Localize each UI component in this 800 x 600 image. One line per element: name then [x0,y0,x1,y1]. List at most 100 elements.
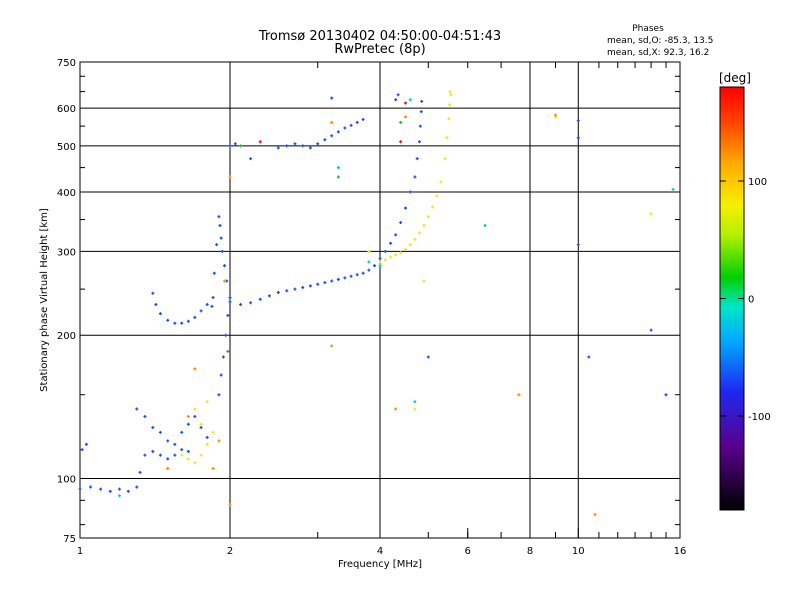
data-point [138,470,142,474]
y-tick-label: 400 [57,188,76,199]
data-point [378,256,382,260]
data-point [593,513,597,517]
data-point [355,120,359,124]
data-point [316,142,320,146]
data-point [180,453,184,457]
data-point [336,175,340,179]
y-tick-label: 100 [57,475,76,486]
data-point [193,414,197,418]
data-point [445,136,449,140]
data-point [408,190,412,194]
data-point [258,297,262,301]
data-point [220,249,224,253]
data-point [218,224,222,228]
data-point [308,284,312,288]
data-point [193,407,197,411]
data-point [126,489,130,493]
data-point [361,271,365,275]
chart-subtitle: RwPretec (8p) [334,42,425,57]
data-point [173,321,177,325]
data-point [186,449,190,453]
y-tick-label: 200 [57,331,76,342]
data-point [403,101,407,105]
data-point [285,289,289,293]
y-tick-label: 750 [57,58,76,69]
data-point [135,407,139,411]
data-point [205,442,209,446]
data-point [143,414,147,418]
data-point [413,175,417,179]
data-point [117,487,121,491]
data-point [399,140,403,144]
data-point [89,485,93,489]
data-point [228,144,232,148]
data-point [205,400,209,404]
data-point [158,430,162,434]
data-point [193,315,197,319]
x-tick-labels: 1 2 4 6 8 10 16 [77,546,687,557]
data-point [576,136,580,140]
data-point [336,277,340,281]
data-point [249,157,253,161]
data-point [349,274,353,278]
data-point [664,393,668,397]
data-point [413,407,417,411]
data-point [223,264,227,268]
data-point [649,328,653,332]
data-point [258,140,262,144]
data-point [419,110,423,114]
data-point [417,140,421,144]
data-point [117,494,121,498]
data-point [576,243,580,247]
data-point [228,503,232,507]
data-point [343,126,347,130]
y-tick-label: 75 [63,534,76,545]
y-axis-label: Stationary phase Virtual Height [km] [39,208,50,392]
data-point [215,243,219,247]
data-point [205,435,209,439]
data-point [408,98,412,102]
data-point [413,237,417,241]
x-tick-label: 16 [674,546,687,557]
data-point [186,457,190,461]
data-point [422,279,426,283]
data-point [394,253,398,257]
data-point [276,146,280,150]
data-point [355,273,359,277]
data-point [361,117,365,121]
data-point [199,425,203,429]
data-point [211,430,215,434]
chart-title: Tromsø 20130402 04:50:00-04:51:43 [258,29,501,44]
colorbar-tick-label: 0 [748,295,754,306]
data-point [249,301,253,305]
data-point [394,98,398,102]
colorbar-tick-label: -100 [748,412,771,423]
data-point [210,304,214,308]
data-point [403,206,407,210]
data-point [239,303,243,307]
y-tick-labels: 75 100 200 300 400 500 600 750 [57,58,76,545]
data-point [449,93,453,97]
data-point [108,489,112,493]
data-point [426,215,430,219]
data-point [226,314,230,318]
data-point [343,276,347,280]
data-point [180,430,184,434]
data-point [217,215,221,219]
x-tick-label: 6 [465,546,471,557]
data-point [212,271,216,275]
data-point [448,103,452,107]
data-point [180,448,184,452]
data-point [186,422,190,426]
data-point [233,142,237,146]
data-point [228,296,232,300]
data-point [435,194,439,198]
data-point [394,407,398,411]
data-point [276,290,280,294]
x-axis-label: Frequency [MHz] [338,559,422,570]
data-point [211,296,215,300]
x-tick-label: 1 [77,546,83,557]
data-point [217,439,221,443]
data-point [219,236,223,240]
x-tick-label: 2 [227,546,233,557]
